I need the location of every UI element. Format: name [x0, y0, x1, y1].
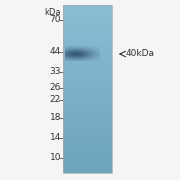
Text: 26: 26: [50, 84, 61, 93]
Bar: [63, 5, 112, 173]
Text: 40kDa: 40kDa: [126, 50, 155, 59]
Text: 70: 70: [50, 15, 61, 24]
Text: 44: 44: [50, 48, 61, 57]
Text: 14: 14: [50, 134, 61, 143]
Text: 10: 10: [50, 154, 61, 163]
Text: kDa: kDa: [44, 8, 61, 17]
Text: 33: 33: [50, 68, 61, 76]
Text: 22: 22: [50, 96, 61, 105]
Text: 18: 18: [50, 114, 61, 123]
